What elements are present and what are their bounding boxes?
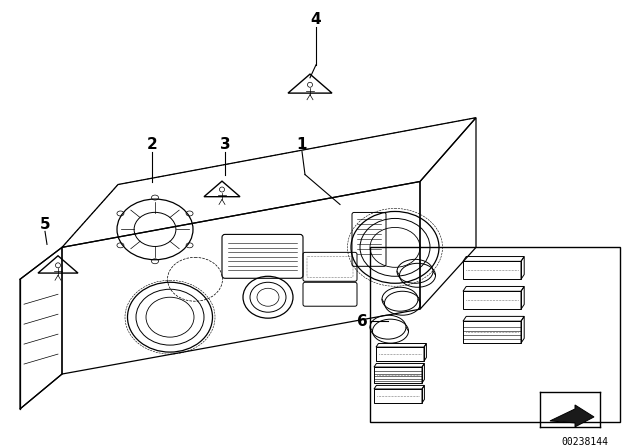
Text: 5: 5 [40,217,51,232]
Text: 3: 3 [220,137,230,152]
Text: 6: 6 [356,314,367,329]
Polygon shape [550,405,594,427]
Text: 4: 4 [310,13,321,27]
Text: 1: 1 [297,137,307,152]
Text: 2: 2 [147,137,157,152]
Text: 00238144: 00238144 [561,437,609,447]
